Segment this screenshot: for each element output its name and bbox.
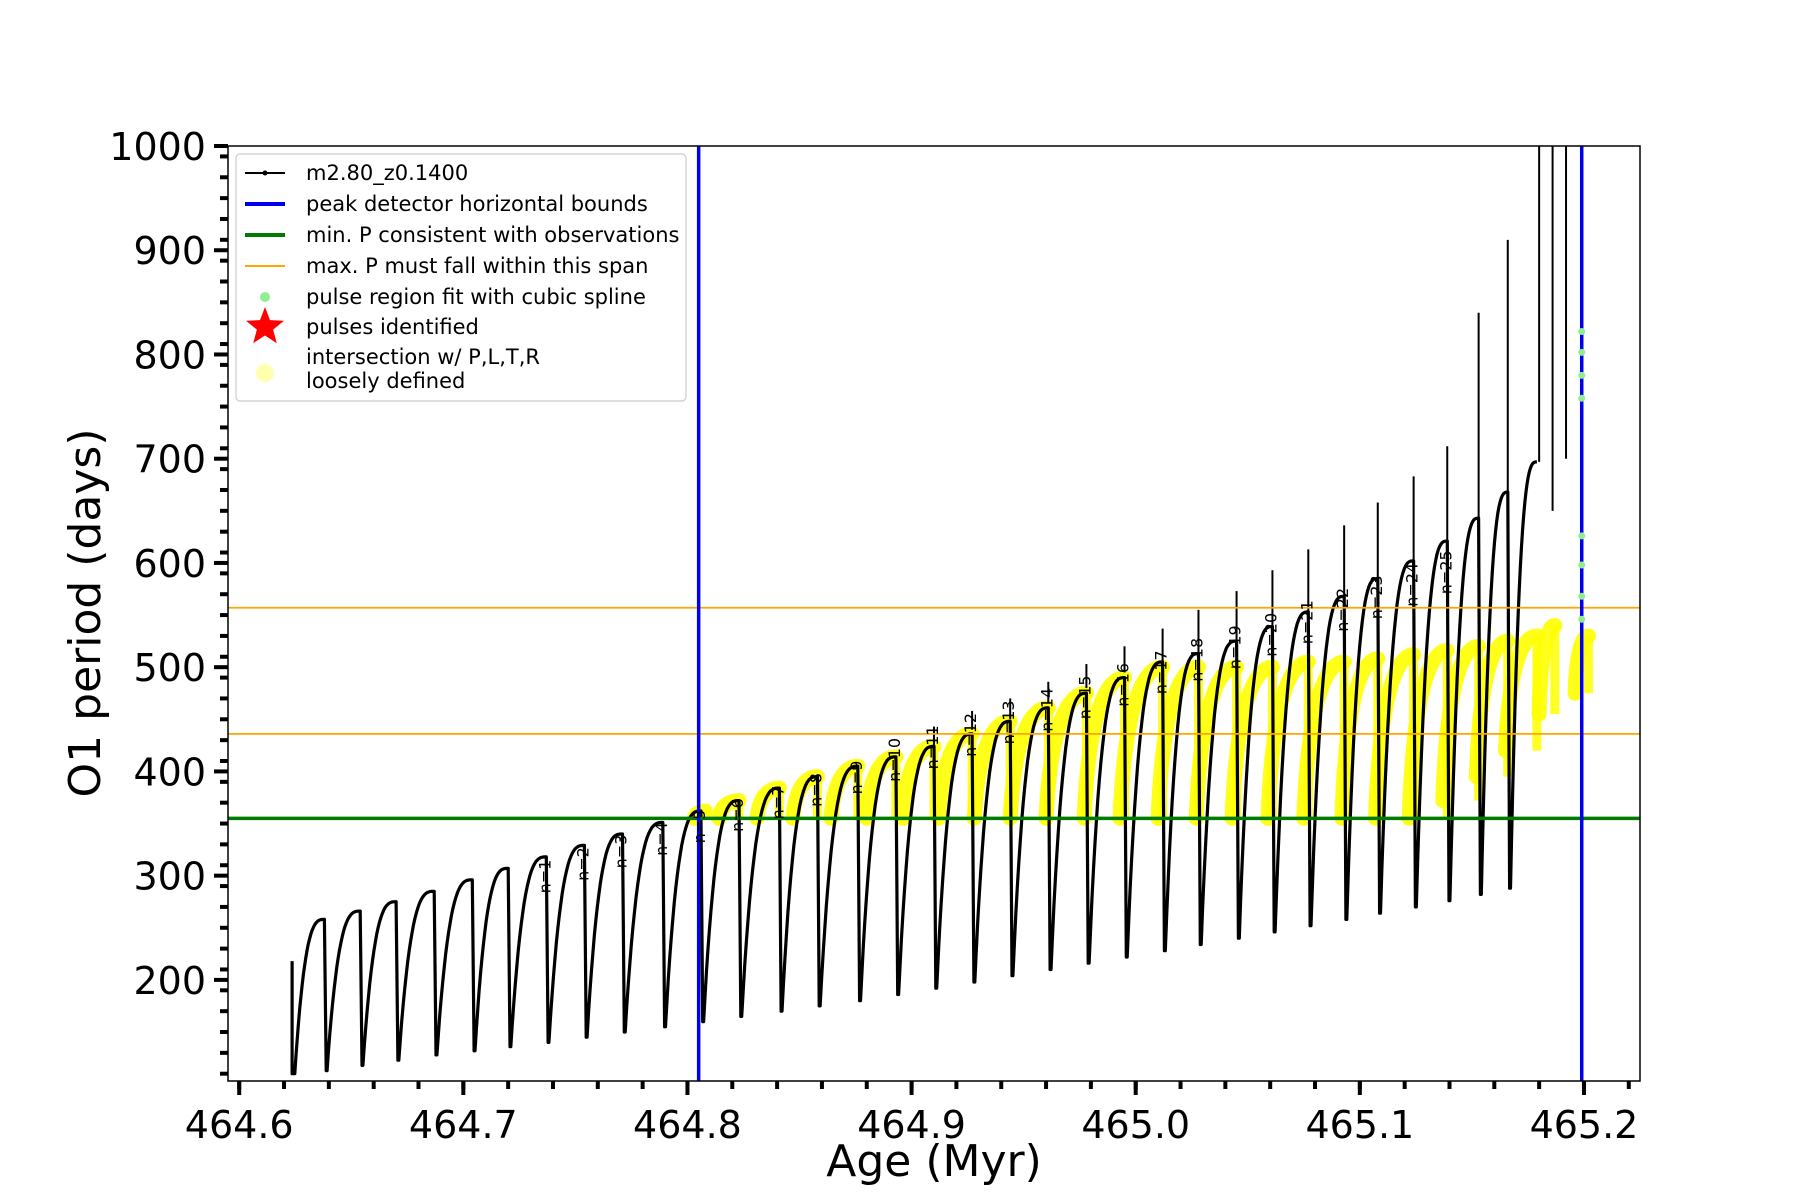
highlight-region bbox=[1401, 643, 1455, 826]
axes: 464.6 464.7 464.8 464.9 465.0 465.1 465.2 200 30… bbox=[109, 125, 1638, 1147]
legend-label: max. P must fall within this span bbox=[306, 254, 648, 278]
highlight-region bbox=[1112, 659, 1171, 826]
pulse-number-label: n=1 bbox=[535, 860, 554, 894]
pulse-number-label: n=6 bbox=[728, 798, 747, 832]
pulse-number-label: n=23 bbox=[1367, 575, 1386, 619]
highlight-region bbox=[1260, 654, 1316, 826]
x-tick-label: 465.2 bbox=[1530, 1103, 1639, 1147]
legend-swatch-circle bbox=[256, 364, 274, 382]
legend-swatch-star bbox=[246, 307, 284, 344]
pulse-number-label: n=8 bbox=[806, 773, 825, 807]
pulse-number-label: n=14 bbox=[1037, 688, 1056, 732]
x-tick-label: 465.1 bbox=[1305, 1103, 1414, 1147]
y-axis-title: O1 period (days) bbox=[60, 429, 111, 798]
y-tick-label: 900 bbox=[133, 229, 206, 273]
legend-label: peak detector horizontal bounds bbox=[306, 192, 648, 216]
pulse-number-label: n=20 bbox=[1261, 613, 1280, 657]
spline-point bbox=[1578, 371, 1586, 379]
pulse-number-label: n=12 bbox=[961, 713, 980, 757]
pulse-number-label: n=16 bbox=[1114, 663, 1133, 707]
pulse-number-label: n=3 bbox=[611, 835, 630, 869]
spline-point bbox=[1578, 394, 1586, 402]
y-tick-label: 800 bbox=[133, 333, 206, 377]
highlight-region bbox=[1224, 659, 1280, 826]
pulse-number-label: n=11 bbox=[923, 725, 942, 769]
y-tick-label: 400 bbox=[133, 750, 206, 794]
x-tick-label: 464.7 bbox=[409, 1103, 518, 1147]
legend-label: m2.80_z0.1400 bbox=[306, 161, 468, 186]
legend-label: pulse region fit with cubic spline bbox=[306, 285, 646, 309]
y-tick-label: 500 bbox=[133, 646, 206, 690]
y-tick-label: 700 bbox=[133, 438, 206, 482]
pulse-number-label: n=7 bbox=[768, 786, 787, 820]
legend-label: min. P consistent with observations bbox=[306, 223, 679, 247]
highlight-region bbox=[1296, 654, 1352, 826]
pulse-number-label: n=15 bbox=[1075, 675, 1094, 719]
x-tick-label: 464.9 bbox=[857, 1103, 966, 1147]
legend-label: intersection w/ P,L,T,R loosely defined bbox=[306, 345, 540, 393]
spline-point bbox=[1578, 615, 1586, 623]
spline-point bbox=[1578, 328, 1586, 336]
pulse-number-label: n=22 bbox=[1333, 588, 1352, 632]
spline-point bbox=[1578, 532, 1586, 540]
y-tick-label: 200 bbox=[133, 959, 206, 1003]
y-tick-label: 1000 bbox=[109, 125, 206, 169]
y-tick-label: 600 bbox=[133, 542, 206, 586]
x-tick-label: 465.0 bbox=[1081, 1103, 1190, 1147]
x-tick-label: 464.8 bbox=[633, 1103, 742, 1147]
pulse-number-label: n=25 bbox=[1436, 550, 1455, 594]
pulse-number-label: n=18 bbox=[1187, 638, 1206, 682]
pulse-number-label: n=24 bbox=[1403, 563, 1422, 607]
highlight-region bbox=[1435, 638, 1487, 809]
pulse-number-label: n=17 bbox=[1152, 650, 1171, 694]
legend-label: pulses identified bbox=[306, 315, 479, 339]
x-tick-label: 464.6 bbox=[185, 1103, 294, 1147]
spline-point bbox=[1578, 348, 1586, 356]
pulse-number-label: n=2 bbox=[573, 847, 592, 881]
spline-point bbox=[1578, 592, 1586, 600]
pulse-number-label: n=10 bbox=[885, 738, 904, 782]
pulse-number-label: n=13 bbox=[999, 700, 1018, 744]
plot-area: n=1 n=2 n=3 n=4 n=5 n=6 n=7 n=8 n=9 n=10 n=11 n=12 n… bbox=[228, 146, 1640, 1081]
legend-box bbox=[235, 153, 687, 402]
x-axis-title: Age (Myr) bbox=[826, 1136, 1042, 1187]
pulse-number-label: n=19 bbox=[1226, 625, 1245, 669]
legend-swatch-marker bbox=[262, 170, 268, 176]
pulse-number-label: n=21 bbox=[1297, 600, 1316, 644]
y-tick-label: 300 bbox=[133, 855, 206, 899]
highlight-region bbox=[1150, 659, 1206, 826]
pulse-number-label: n=9 bbox=[847, 761, 866, 795]
pulse-number-label: n=5 bbox=[690, 810, 709, 844]
spline-point bbox=[1578, 561, 1586, 569]
pulse-number-label: n=4 bbox=[652, 822, 671, 856]
legend-swatch-dot bbox=[260, 292, 270, 302]
